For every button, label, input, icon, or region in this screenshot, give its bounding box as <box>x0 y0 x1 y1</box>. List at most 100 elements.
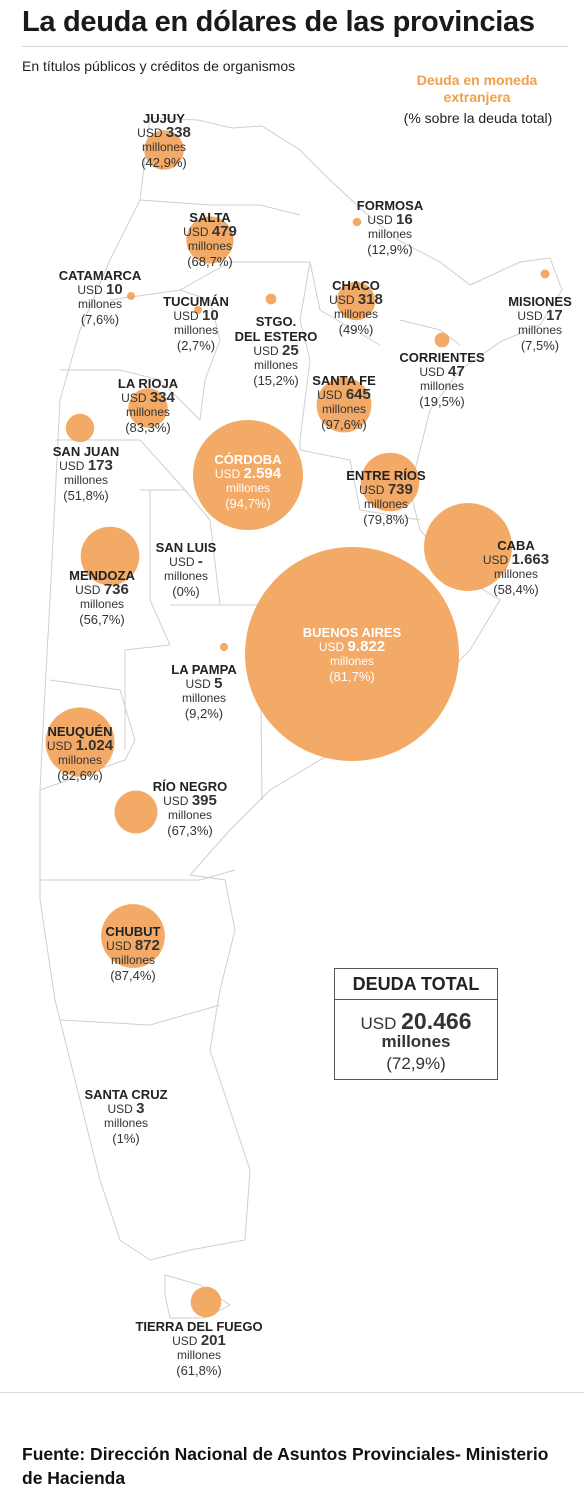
province-name: CHUBUT <box>105 924 161 939</box>
province-name: CATAMARCA <box>58 268 142 283</box>
border-line <box>40 869 236 881</box>
province-percentage: (7,5%) <box>520 338 560 353</box>
currency-label: USD <box>318 640 348 654</box>
province-label-larioja: LA RIOJA USD 334 millones (83,3%) <box>118 376 178 435</box>
legend-subtitle: (% sobre la deuda total) <box>403 110 553 126</box>
province-amount: 10 <box>105 281 123 298</box>
province-amount: 1.663 <box>511 551 550 568</box>
province-name: BUENOS AIRES <box>302 625 402 640</box>
province-amount-line: USD 479 <box>183 224 237 239</box>
province-amount-line: USD 1.024 <box>47 737 114 754</box>
currency-label: USD <box>121 391 150 405</box>
province-label-misiones: MISIONES USD 17 millones (7,5%) <box>508 294 572 353</box>
total-heading: DEUDA TOTAL <box>334 968 498 1000</box>
province-amount-line: USD 47 <box>419 363 465 380</box>
province-unit: millones <box>363 497 408 511</box>
bubble-sanjuan <box>65 413 95 443</box>
province-percentage: (12,9%) <box>367 242 413 257</box>
province-amount-line: USD 872 <box>106 938 160 953</box>
province-label-formosa: FORMOSA USD 16 millones (12,9%) <box>357 198 423 257</box>
total-amount: 20.466 <box>401 1008 472 1034</box>
province-amount-line: USD 318 <box>329 291 383 308</box>
province-unit: millones <box>253 358 298 372</box>
province-amount: 201 <box>200 1332 226 1349</box>
bubble-chubut <box>101 904 165 968</box>
province-percentage: (82,6%) <box>57 768 103 783</box>
province-name: SAN LUIS <box>155 540 217 555</box>
province-percentage: (1%) <box>112 1131 140 1146</box>
province-label-lapampa: LA PAMPA USD 5 millones (9,2%) <box>171 662 236 721</box>
province-amount-line: USD 645 <box>317 387 371 402</box>
province-amount-line: USD 173 <box>59 457 113 474</box>
border-line <box>140 489 221 606</box>
province-amount-line: USD 5 <box>185 675 223 692</box>
bubble-buenosaires <box>245 547 459 761</box>
province-label-tierradelfuego: TIERRA DEL FUEGO USD 201 millones (61,8%) <box>135 1319 262 1378</box>
province-amount: 1.024 <box>75 737 114 754</box>
province-label-neuquen: NEUQUÉN USD 1.024 millones (82,6%) <box>47 724 113 783</box>
province-label-sanluis: SAN LUIS USD - millones (0%) <box>156 540 217 599</box>
province-percentage: (49%) <box>338 322 374 337</box>
total-box <box>334 968 498 1080</box>
province-percentage: (19,5%) <box>419 394 465 409</box>
province-amount: 736 <box>103 581 129 598</box>
province-label-caba: CABA USD 1.663 millones (58,4%) <box>483 538 549 597</box>
province-amount: 3 <box>136 1100 145 1117</box>
province-unit: millones <box>367 227 413 241</box>
province-unit: millones <box>517 323 563 337</box>
province-percentage: (94,7%) <box>225 496 271 511</box>
bubble-mendoza <box>80 526 140 586</box>
border-line <box>139 199 301 216</box>
province-unit: millones <box>163 569 209 583</box>
province-name: SANTA CRUZ <box>84 1087 168 1102</box>
province-label-stgo: STGO. DEL ESTERO USD 25 millones (15,2%) <box>235 314 318 388</box>
province-amount: 16 <box>395 211 413 228</box>
bubble-neuquen <box>45 707 115 777</box>
province-name: MENDOZA <box>69 568 135 583</box>
province-amount: - <box>197 553 203 570</box>
country-outline <box>39 117 563 1261</box>
province-amount: 173 <box>87 457 113 474</box>
province-amount: 395 <box>191 792 217 809</box>
province-name-line2: DEL ESTERO <box>234 329 318 344</box>
title-divider <box>22 46 568 47</box>
province-amount: 318 <box>357 291 383 308</box>
currency-label: USD <box>359 483 388 497</box>
legend-title: Deuda en moneda extranjera <box>416 72 538 105</box>
border-line <box>109 261 381 346</box>
province-amount: 47 <box>447 363 465 380</box>
province-unit: millones <box>225 481 271 495</box>
bubble-formosa <box>352 217 362 227</box>
province-amount: 5 <box>214 675 223 692</box>
province-unit: millones <box>79 597 124 611</box>
province-amount-line: USD 334 <box>121 389 175 406</box>
province-label-corrientes: CORRIENTES USD 47 millones (19,5%) <box>399 350 484 409</box>
province-label-santafe: SANTA FE USD 645 millones (97,6%) <box>312 373 376 432</box>
province-amount: 334 <box>149 389 175 406</box>
currency-label: USD <box>329 293 358 307</box>
total-amount-line: USD 20.466 <box>334 1008 498 1035</box>
province-percentage: (97,6%) <box>321 417 367 432</box>
province-name: CORRIENTES <box>399 350 485 365</box>
province-label-buenosaires: BUENOS AIRES USD 9.822 millones (81,7%) <box>303 625 401 684</box>
source-note: Fuente: Dirección Nacional de Asuntos Pr… <box>22 1444 549 1488</box>
province-unit: millones <box>181 691 227 705</box>
province-amount-line: USD 201 <box>172 1332 226 1349</box>
province-name: RÍO NEGRO <box>152 779 228 794</box>
province-amount: 17 <box>545 307 563 324</box>
province-amount-line: USD 1.663 <box>483 551 550 568</box>
currency-label: USD <box>185 677 215 691</box>
province-unit: millones <box>125 405 171 419</box>
page-title: La deuda en dólares de las provincias <box>22 6 535 38</box>
bubble-catamarca <box>127 292 135 300</box>
currency-label: USD <box>172 1334 201 1348</box>
border-line <box>399 319 461 346</box>
currency-label: USD <box>75 583 104 597</box>
bubble-larioja <box>128 388 168 428</box>
province-amount-line: USD 10 <box>173 308 218 323</box>
province-name: LA RIOJA <box>117 376 179 391</box>
border-line <box>124 490 171 750</box>
province-percentage: (79,8%) <box>363 512 409 527</box>
bubble-jujuy <box>144 130 184 170</box>
province-label-chubut: CHUBUT USD 872 millones (87,4%) <box>106 924 161 983</box>
